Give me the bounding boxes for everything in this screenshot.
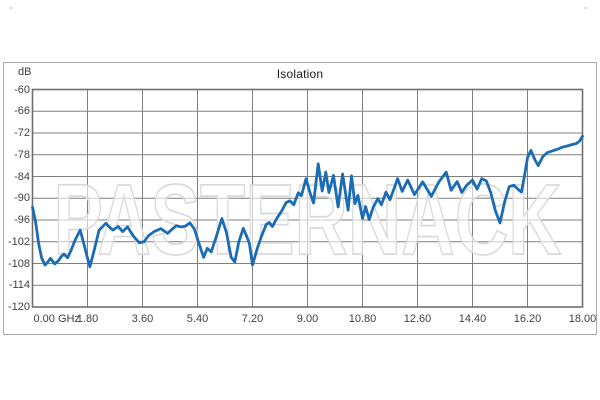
x-tick-label: 7.20 bbox=[241, 313, 264, 325]
y-tick-label: -60 bbox=[14, 83, 30, 96]
x-tick-label: 18.00 bbox=[568, 313, 597, 325]
x-tick-label: 9.00 bbox=[296, 313, 319, 325]
x-tick-label: 0.00 GHz bbox=[33, 313, 80, 325]
corner-crop-mark bbox=[584, 7, 588, 9]
y-tick-label: -78 bbox=[14, 148, 30, 161]
y-tick-label: -102 bbox=[7, 235, 30, 248]
chart-title: Isolation bbox=[276, 67, 324, 81]
y-tick-label: -96 bbox=[14, 214, 30, 226]
plot-area-border bbox=[31, 88, 584, 308]
x-tick-label: 12.60 bbox=[403, 313, 432, 325]
y-tick-label: -90 bbox=[14, 192, 30, 205]
x-tick-label: 5.40 bbox=[186, 313, 209, 325]
y-tick-label: -108 bbox=[7, 257, 30, 270]
x-tick-label: 3.60 bbox=[131, 313, 154, 325]
y-tick-label: -120 bbox=[7, 301, 30, 313]
x-tick-label: 14.40 bbox=[458, 313, 487, 325]
corner-crop-mark bbox=[9, 7, 13, 9]
chart-frame: Isolation dB PASTERNACK -60 -66 -72 -78 -84 -… bbox=[3, 62, 597, 335]
x-tick-label: 16.20 bbox=[513, 313, 542, 325]
y-tick-label: -66 bbox=[14, 105, 30, 118]
y-tick-label: -72 bbox=[14, 127, 30, 139]
y-tick-label: -84 bbox=[14, 170, 30, 183]
isolation-line-plot: PASTERNACK bbox=[31, 88, 584, 308]
watermark-text: PASTERNACK bbox=[54, 164, 562, 276]
y-axis-unit-label: dB bbox=[18, 66, 32, 78]
x-tick-label: 10.80 bbox=[348, 313, 377, 325]
y-tick-label: -114 bbox=[8, 279, 30, 292]
isolation-data-line bbox=[31, 134, 584, 269]
x-tick-label: 1.80 bbox=[76, 313, 99, 325]
